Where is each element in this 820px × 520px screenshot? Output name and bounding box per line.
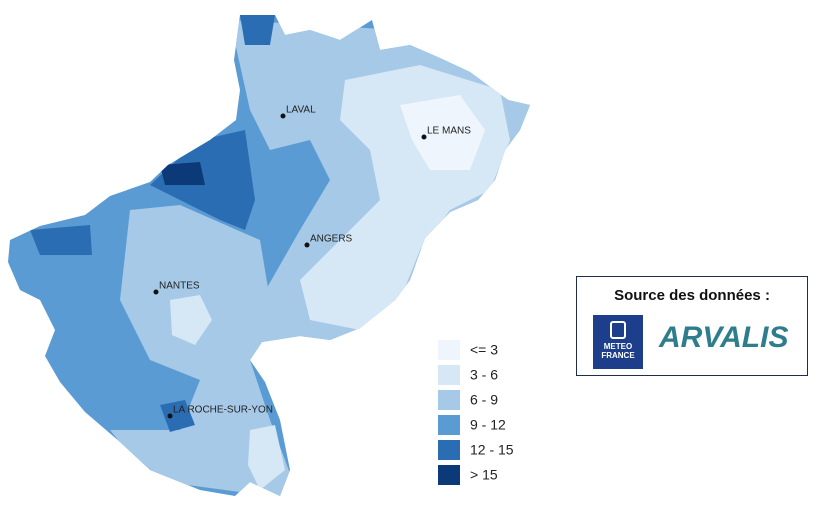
legend-label: 6 - 9 xyxy=(470,392,498,408)
logo-text: FRANCE xyxy=(601,351,635,360)
city-label: LA ROCHE-SUR-YON xyxy=(173,405,273,416)
map: LAVAL LE MANS ANGERS NANTES LA ROCHE-SUR-YON… xyxy=(8,15,530,496)
city-dot xyxy=(167,413,173,419)
legend-label: 9 - 12 xyxy=(470,417,506,433)
legend-swatch xyxy=(438,465,460,485)
legend-swatch xyxy=(438,415,460,435)
zone xyxy=(160,400,195,432)
city-dot xyxy=(421,134,427,140)
zone xyxy=(110,205,300,496)
legend-swatch xyxy=(438,390,460,410)
zone xyxy=(30,225,92,255)
arvalis-logo: ARVALIS xyxy=(659,321,789,354)
city-label: ANGERS xyxy=(310,234,353,245)
legend-swatch xyxy=(438,440,460,460)
legend-label: > 15 xyxy=(470,467,498,483)
city-label: LE MANS xyxy=(427,126,471,137)
city-label: LAVAL xyxy=(286,105,316,116)
zone xyxy=(160,162,205,185)
legend-label: <= 3 xyxy=(470,342,498,358)
zone xyxy=(170,295,212,345)
legend-swatch xyxy=(438,365,460,385)
zone xyxy=(248,425,285,490)
source-box: Source des données : METEO FRANCE ARVALI… xyxy=(576,276,808,376)
city-dot xyxy=(280,113,286,119)
zone xyxy=(400,95,485,170)
legend-swatch xyxy=(438,340,460,360)
source-title: Source des données : xyxy=(614,287,770,304)
zone xyxy=(240,15,275,45)
city-dot xyxy=(304,242,310,248)
logo-text: METEO xyxy=(603,342,633,351)
meteo-france-logo: METEO FRANCE xyxy=(593,315,643,369)
city-dot xyxy=(153,289,159,295)
legend-label: 3 - 6 xyxy=(470,367,498,383)
legend-label: 12 - 15 xyxy=(470,442,514,458)
city-label: NANTES xyxy=(159,281,200,292)
